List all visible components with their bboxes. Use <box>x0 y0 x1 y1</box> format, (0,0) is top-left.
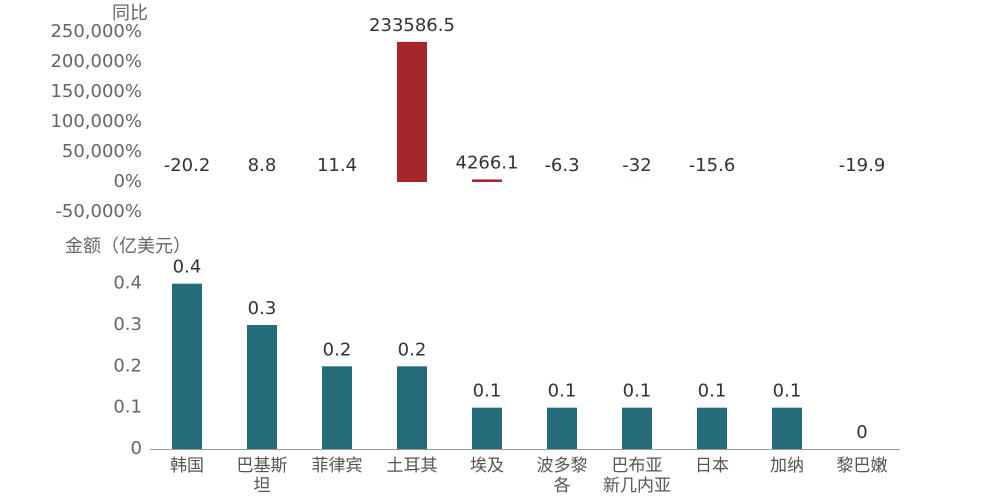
data-label: -20.2 <box>164 155 211 176</box>
data-label: 0.2 <box>323 339 352 360</box>
x-tick-label: 韩国 <box>170 456 204 476</box>
bar <box>622 407 652 449</box>
y-tick-label: 0.1 <box>113 397 142 418</box>
y-axis-title: 金额（亿美元） <box>65 236 191 257</box>
y-tick-label: 100,000% <box>50 111 142 132</box>
bar <box>322 366 352 449</box>
bar <box>547 407 577 449</box>
data-label: -32 <box>622 155 651 176</box>
data-label: 0 <box>856 422 867 443</box>
y-axis-title: 同比 <box>112 3 148 24</box>
data-label: 11.4 <box>317 155 357 176</box>
bar <box>472 407 502 449</box>
data-label: 0.1 <box>473 381 502 402</box>
x-tick-label: 日本 <box>695 456 729 476</box>
y-tick-label: 0% <box>113 171 142 192</box>
bar <box>397 41 427 182</box>
y-tick-label: -50,000% <box>55 201 142 222</box>
data-label: -19.9 <box>839 155 886 176</box>
x-tick-label: 巴布亚新几内亚 <box>603 456 671 496</box>
x-tick-label: 土耳其 <box>387 456 438 476</box>
data-label: 4266.1 <box>456 152 519 173</box>
y-tick-label: 250,000% <box>50 21 142 42</box>
y-tick-label: 0.3 <box>113 314 142 335</box>
x-tick-label: 波多黎各 <box>537 456 588 496</box>
data-label: -6.3 <box>544 155 579 176</box>
y-tick-label: 0.4 <box>113 273 142 294</box>
x-tick-label: 加纳 <box>770 456 804 476</box>
data-label: 0.1 <box>548 381 577 402</box>
y-tick-label: 200,000% <box>50 51 142 72</box>
x-tick-label: 黎巴嫩 <box>837 456 888 476</box>
data-label: 0.1 <box>773 381 802 402</box>
data-label: 0.2 <box>398 339 427 360</box>
bar <box>247 325 277 449</box>
bar <box>772 407 802 449</box>
data-label: 8.8 <box>248 155 277 176</box>
data-label: 233586.5 <box>369 15 455 36</box>
data-label: 0.1 <box>698 381 727 402</box>
y-tick-label: 0 <box>131 438 142 459</box>
bar <box>172 283 202 449</box>
data-label: 0.3 <box>248 298 277 319</box>
bar <box>697 407 727 449</box>
y-tick-label: 0.2 <box>113 355 142 376</box>
x-tick-label: 菲律宾 <box>312 456 363 476</box>
bar <box>472 179 502 182</box>
y-tick-label: 50,000% <box>62 141 142 162</box>
data-label: 0.1 <box>623 381 652 402</box>
x-tick-label: 埃及 <box>470 456 504 476</box>
data-label: -15.6 <box>689 155 736 176</box>
data-label: 0.4 <box>173 257 202 278</box>
x-tick-label: 巴基斯坦 <box>237 456 288 496</box>
bar <box>397 366 427 449</box>
y-tick-label: 150,000% <box>50 81 142 102</box>
